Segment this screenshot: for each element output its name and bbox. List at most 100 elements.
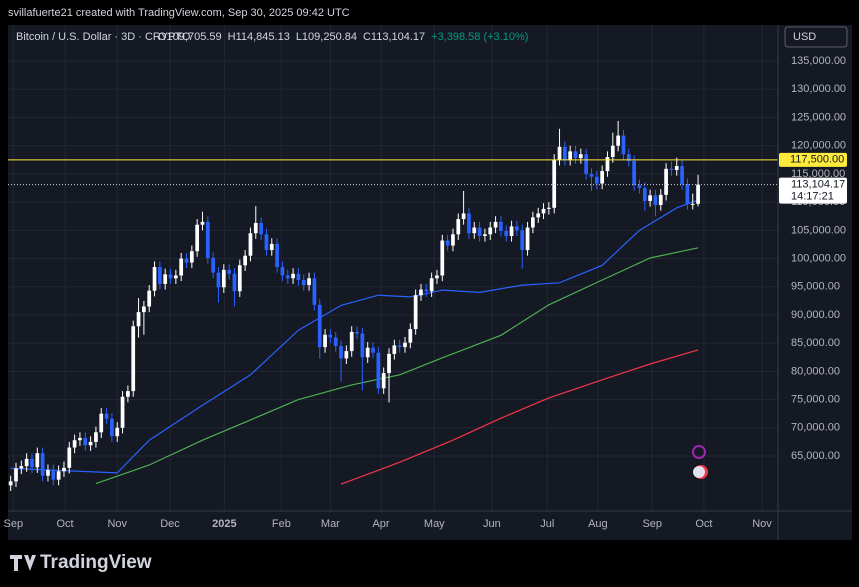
candle-body bbox=[323, 334, 327, 348]
level-label: 117,500.00 bbox=[790, 154, 844, 166]
candle-body bbox=[136, 312, 141, 327]
candle-body bbox=[301, 279, 306, 286]
candle-body bbox=[259, 223, 263, 235]
candle-body bbox=[35, 453, 40, 468]
candle-body bbox=[419, 289, 423, 296]
candle-body bbox=[408, 329, 413, 343]
candle-body bbox=[562, 146, 567, 160]
candle-body bbox=[605, 157, 610, 172]
x-tick-label: 2025 bbox=[212, 518, 236, 530]
candle-body bbox=[600, 171, 605, 184]
candle-body bbox=[568, 151, 573, 160]
candle-body bbox=[72, 440, 77, 448]
candle-body bbox=[616, 135, 621, 146]
y-tick-label: 115,000.00 bbox=[791, 168, 845, 180]
brand-logo bbox=[10, 555, 36, 571]
candle-body bbox=[248, 233, 253, 256]
candle-body bbox=[195, 224, 200, 252]
candle-body bbox=[40, 453, 45, 476]
candle-body bbox=[339, 345, 343, 359]
candle-body bbox=[126, 391, 130, 397]
candle-body bbox=[429, 278, 434, 292]
candle-body bbox=[557, 146, 562, 160]
candle-body bbox=[19, 466, 24, 469]
candle-body bbox=[94, 432, 98, 442]
candle-body bbox=[110, 418, 114, 437]
x-tick-label: Aug bbox=[588, 518, 608, 530]
y-tick-label: 75,000.00 bbox=[791, 393, 840, 405]
candle-body bbox=[669, 168, 674, 170]
candle-body bbox=[168, 274, 173, 279]
brand: TradingView bbox=[40, 552, 152, 573]
candle-body bbox=[397, 345, 402, 348]
candle-body bbox=[637, 185, 642, 189]
x-tick-label: Mar bbox=[321, 518, 340, 530]
countdown: 14:17:21 bbox=[791, 191, 834, 203]
y-tick-label: 130,000.00 bbox=[791, 83, 846, 95]
candle-body bbox=[685, 184, 690, 204]
candle-body bbox=[344, 351, 349, 359]
candle-body bbox=[189, 251, 194, 263]
candle-body bbox=[472, 227, 477, 234]
candle-body bbox=[573, 151, 578, 159]
candle-body bbox=[280, 267, 285, 276]
candle-body bbox=[237, 265, 242, 292]
x-tick-label: Apr bbox=[372, 518, 389, 530]
candle-body bbox=[152, 267, 157, 291]
candle-body bbox=[594, 176, 599, 184]
candle-body bbox=[179, 258, 184, 276]
candle-body bbox=[424, 289, 429, 292]
candle-body bbox=[333, 337, 338, 346]
candle-body bbox=[56, 471, 61, 480]
candle-body bbox=[376, 352, 381, 389]
ohlc-legend: O109,705.59 H114,845.13 L109,250.84 C113,10… bbox=[158, 31, 528, 43]
candle-body bbox=[413, 295, 418, 330]
candle-body bbox=[253, 223, 258, 234]
candle-body bbox=[269, 243, 274, 251]
candle-body bbox=[67, 447, 72, 468]
last-price-box bbox=[779, 177, 847, 204]
ohlc-value: +3,398.58 (+3.10%) bbox=[431, 31, 528, 43]
candle-body bbox=[499, 221, 503, 231]
candle-body bbox=[515, 226, 519, 231]
candle-body bbox=[264, 234, 269, 251]
candle-body bbox=[131, 326, 136, 392]
currency: USD bbox=[793, 31, 816, 43]
y-tick-label: 125,000.00 bbox=[791, 111, 846, 123]
ohlc-value: H114,845.13 bbox=[228, 31, 290, 43]
candle-body bbox=[14, 468, 18, 482]
candle-body bbox=[451, 234, 455, 246]
credit: svillafuerte21 created with TradingView.… bbox=[8, 7, 350, 19]
candle-body bbox=[8, 481, 13, 486]
candle-body bbox=[483, 234, 487, 236]
candle-body bbox=[173, 275, 178, 279]
y-tick-label: 90,000.00 bbox=[791, 309, 840, 321]
candle-body bbox=[24, 458, 29, 467]
candle-body bbox=[477, 227, 482, 236]
candle-body bbox=[78, 437, 82, 441]
ohlc-value: C113,104.17 bbox=[363, 31, 425, 43]
candle-body bbox=[46, 470, 50, 476]
x-tick-label: Nov bbox=[107, 518, 127, 530]
candle-body bbox=[317, 304, 322, 348]
candle-body bbox=[30, 458, 34, 468]
y-tick-label: 120,000.00 bbox=[791, 140, 846, 152]
candle-body bbox=[115, 427, 120, 437]
candle-body bbox=[184, 258, 189, 263]
x-tick-label: Jun bbox=[483, 518, 501, 530]
x-tick-label: Oct bbox=[695, 518, 712, 530]
candle-body bbox=[536, 213, 541, 218]
level-label-box bbox=[779, 152, 847, 167]
y-tick-label: 80,000.00 bbox=[791, 365, 840, 377]
x-tick-label: Oct bbox=[56, 518, 73, 530]
last-price-label: 113,104.17 bbox=[791, 179, 845, 191]
candle-body bbox=[227, 269, 232, 274]
event-icon bbox=[692, 445, 706, 459]
candle-body bbox=[158, 267, 162, 284]
x-tick-label: Feb bbox=[272, 518, 291, 530]
candle-body bbox=[392, 345, 397, 354]
candle-body bbox=[275, 243, 279, 268]
ohlc-value: L109,250.84 bbox=[296, 31, 357, 43]
candle-body bbox=[216, 272, 221, 288]
